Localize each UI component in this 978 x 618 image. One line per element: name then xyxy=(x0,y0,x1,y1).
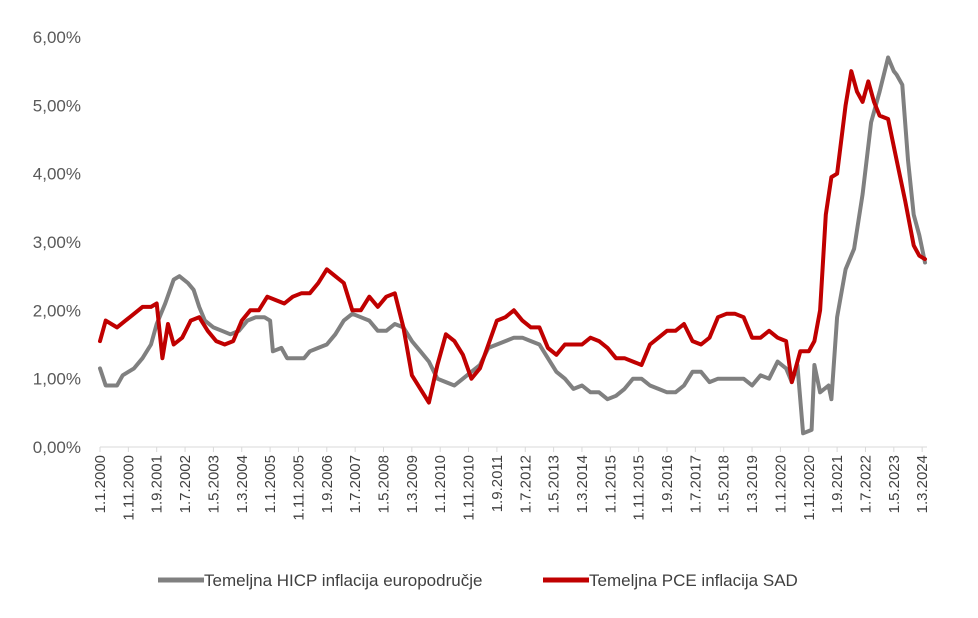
y-tick-label: 4,00% xyxy=(33,165,81,184)
y-tick-label: 1,00% xyxy=(33,370,81,389)
x-tick-label: 1.3.2019 xyxy=(744,455,761,513)
x-tick-label: 1.11.2000 xyxy=(120,455,137,521)
x-tick-label: 1.1.2020 xyxy=(772,455,789,513)
x-tick-label: 1.1.2010 xyxy=(432,455,449,513)
x-tick-label: 1.11.2020 xyxy=(801,455,818,521)
x-tick-label: 1.7.2022 xyxy=(857,455,874,513)
x-tick-label: 1.1.2015 xyxy=(602,455,619,513)
x-tick-label: 1.11.2015 xyxy=(631,455,648,521)
y-tick-label: 0,00% xyxy=(33,438,81,457)
y-tick-label: 6,00% xyxy=(33,28,81,47)
x-tick-label: 1.9.2021 xyxy=(829,455,846,513)
x-tick-label: 1.5.2018 xyxy=(716,455,733,513)
x-tick-label: 1.9.2011 xyxy=(489,455,506,512)
y-tick-label: 5,00% xyxy=(33,96,81,115)
x-tick-label: 1.11.2010 xyxy=(461,455,478,521)
series-lines xyxy=(98,55,927,436)
series-line-hicp xyxy=(98,55,927,436)
x-tick-label: 1.11.2005 xyxy=(290,455,307,521)
x-tick-label: 1.7.2017 xyxy=(687,455,704,513)
y-axis-ticks: 0,00% 1,00% 2,00% 3,00% 4,00% 5,00% 6,00% xyxy=(33,28,81,457)
x-tick-label: 1.5.2013 xyxy=(546,455,563,513)
legend: Temeljna HICP inflacija europodručje Tem… xyxy=(158,571,798,590)
x-tick-label: 1.9.2006 xyxy=(319,455,336,513)
x-tick-label: 1.3.2024 xyxy=(914,455,931,513)
x-axis-tick-marks xyxy=(99,447,923,452)
x-tick-label: 1.5.2023 xyxy=(886,455,903,513)
x-tick-label: 1.1.2000 xyxy=(92,455,109,513)
x-tick-label: 1.9.2016 xyxy=(659,455,676,513)
y-tick-label: 3,00% xyxy=(33,233,81,252)
x-tick-label: 1.3.2009 xyxy=(404,455,421,513)
x-tick-label: 1.7.2012 xyxy=(517,455,534,513)
x-tick-label: 1.3.2014 xyxy=(574,455,591,513)
legend-label-hicp: Temeljna HICP inflacija europodručje xyxy=(204,571,482,590)
x-tick-label: 1.5.2003 xyxy=(205,455,222,513)
x-axis-ticks: 1.1.2000 1.11.2000 1.9.2001 1.7.2002 1.5.200… xyxy=(92,455,931,521)
x-tick-label: 1.7.2002 xyxy=(177,455,194,513)
x-tick-label: 1.5.2008 xyxy=(376,455,393,513)
legend-label-pce: Temeljna PCE inflacija SAD xyxy=(589,571,798,590)
series-line-pce xyxy=(98,69,927,405)
x-tick-label: 1.3.2004 xyxy=(234,455,251,513)
y-tick-label: 2,00% xyxy=(33,301,81,320)
x-tick-label: 1.7.2007 xyxy=(347,455,364,513)
x-tick-label: 1.1.2005 xyxy=(262,455,279,513)
x-tick-label: 1.9.2001 xyxy=(149,455,166,513)
